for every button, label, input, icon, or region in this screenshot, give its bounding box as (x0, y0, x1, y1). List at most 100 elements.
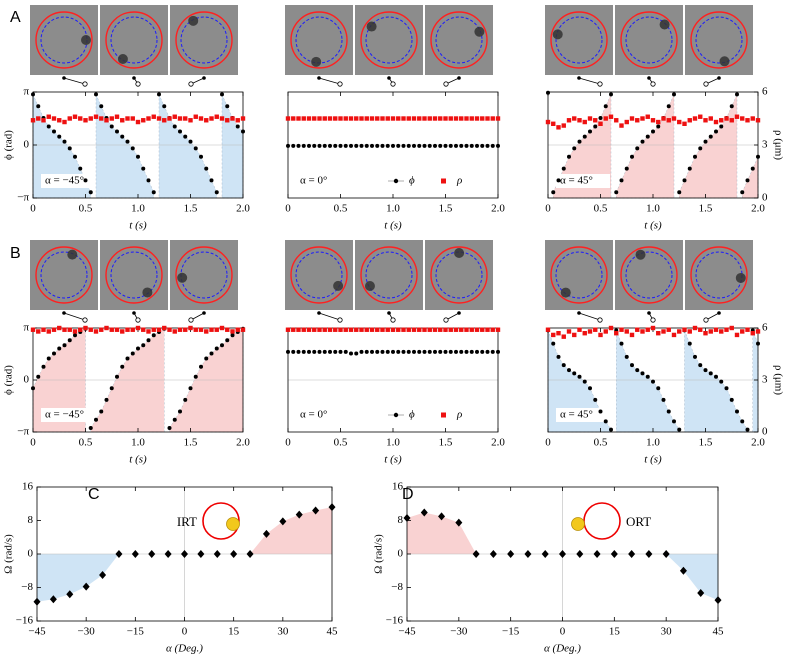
x-tick-label: 0.5 (594, 437, 608, 449)
phi-point (729, 397, 734, 402)
rho-point (193, 114, 198, 119)
rho-point (422, 327, 427, 332)
connector-end (650, 81, 656, 87)
rho-point (188, 118, 193, 123)
phi-point (141, 166, 146, 171)
phi-point (322, 143, 327, 148)
particle (188, 15, 199, 26)
rho-point (750, 116, 755, 121)
rho-point (114, 114, 120, 119)
rho-point (390, 116, 396, 121)
y-tick-label: −16 (16, 615, 34, 627)
x-tick-label: 1.5 (439, 437, 453, 449)
connector-end (135, 81, 141, 87)
rho-point (114, 327, 120, 332)
phi-point (301, 143, 306, 148)
rho-point (495, 116, 501, 121)
rho-point (83, 325, 88, 331)
rho-point (183, 116, 188, 121)
phi-point (624, 354, 629, 359)
rho-point (427, 116, 432, 121)
omega-point (230, 550, 238, 558)
phi-point (551, 190, 556, 195)
phi-point (656, 386, 661, 391)
rho-point (72, 114, 78, 119)
phi-point (485, 143, 490, 148)
phi-point (609, 427, 613, 432)
phi-point (703, 368, 708, 373)
rho-point (603, 116, 608, 121)
connector-end (135, 317, 141, 323)
connector (578, 312, 601, 321)
track-circle (35, 11, 93, 69)
phi-point (459, 349, 464, 354)
phi-point (651, 129, 655, 134)
x-tick-label: 0 (545, 203, 551, 215)
inset-image (545, 240, 613, 310)
rho-point (230, 329, 235, 334)
phi-point (740, 419, 745, 424)
phi-point (551, 341, 556, 346)
x-tick-label: 15 (609, 626, 621, 638)
y-tick-label: π (23, 86, 29, 98)
rho-point (198, 116, 204, 121)
y2-axis-label: ρ (μm) (772, 130, 784, 160)
rho-point (411, 116, 417, 121)
phi-point (36, 374, 41, 379)
y-tick-label: 0 (24, 139, 30, 151)
phi-point (99, 409, 104, 414)
rho-point (687, 118, 692, 123)
phi-point (448, 349, 453, 354)
omega-point (714, 596, 722, 605)
phi-point (151, 190, 156, 195)
rho-point (448, 327, 453, 332)
y2-tick-label: 6 (762, 86, 768, 98)
rho-point (671, 332, 677, 338)
phi-point (745, 427, 750, 432)
omega-point (33, 597, 41, 606)
x-tick-label: 0 (560, 626, 566, 638)
rho-point (677, 329, 682, 334)
rho-point (120, 329, 125, 334)
rho-point (745, 118, 750, 123)
omega-point (312, 506, 320, 515)
phi-point (740, 190, 745, 195)
particle (454, 248, 465, 259)
y-axis-label: Ω (rad/s) (373, 534, 385, 574)
phi-point (577, 139, 582, 144)
x-tick-label: 0.5 (334, 203, 348, 215)
phi-point (672, 419, 676, 424)
rho-point (167, 327, 172, 332)
rho-point (682, 121, 687, 126)
x-tick-label: 0 (30, 437, 36, 449)
phi-point (656, 124, 661, 129)
particle (635, 249, 646, 260)
connector-end (82, 81, 88, 87)
phi-point (459, 143, 464, 148)
rho-point (162, 118, 167, 123)
y-tick-label: 0 (398, 548, 404, 560)
phi-point (104, 397, 109, 402)
rho-point (422, 116, 427, 121)
omega-point (66, 590, 74, 599)
phi-point (370, 143, 374, 148)
phi-point (719, 379, 724, 384)
rho-point (692, 116, 698, 121)
rho-point (619, 123, 624, 128)
phi-point (52, 129, 56, 134)
rho-point (438, 116, 443, 121)
phi-point (556, 178, 561, 183)
phi-point (99, 104, 104, 109)
phi-point (735, 92, 739, 97)
inset-image (355, 240, 423, 310)
rho-point (225, 118, 230, 123)
phi-point (333, 349, 338, 354)
rho-point (577, 118, 582, 123)
x-tick-label: 45 (327, 626, 339, 638)
rho-point (656, 331, 661, 336)
phi-point (307, 143, 311, 148)
rho-point (57, 118, 62, 123)
particle (552, 29, 563, 40)
rho-point (443, 116, 448, 121)
